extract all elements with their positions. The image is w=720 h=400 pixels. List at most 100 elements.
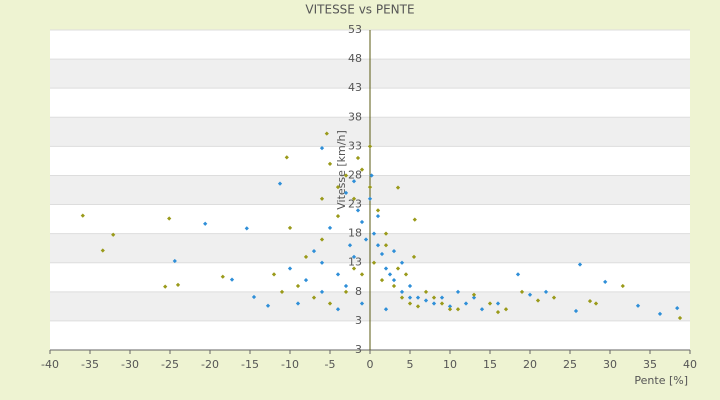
point: [175, 282, 181, 287]
y-tick-label: 23: [348, 198, 362, 211]
point: [80, 213, 85, 218]
y-tick-label: 13: [348, 256, 362, 269]
y-tick-label: 3: [355, 314, 362, 327]
x-tick-label: -35: [81, 358, 99, 371]
y-tick-label: 8: [355, 285, 362, 298]
point: [423, 298, 429, 303]
point: [415, 304, 421, 309]
point: [335, 214, 341, 219]
x-tick-label: 0: [367, 358, 374, 371]
point: [347, 243, 353, 248]
point: [163, 284, 168, 289]
point: [271, 272, 277, 277]
x-tick-label: 25: [563, 358, 577, 371]
x-tick-label: 30: [603, 358, 617, 371]
point: [603, 279, 608, 285]
point: [431, 301, 437, 306]
point: [277, 181, 283, 186]
point: [343, 289, 349, 294]
point: [439, 295, 445, 300]
x-tick-label: -20: [201, 358, 219, 371]
point: [220, 274, 225, 279]
y-tick-label: 33: [348, 139, 362, 152]
point: [369, 173, 374, 178]
point: [279, 289, 285, 294]
point: [620, 283, 625, 289]
point: [203, 221, 208, 226]
point: [487, 301, 493, 306]
point: [359, 301, 365, 306]
point: [379, 278, 385, 283]
point: [343, 190, 349, 196]
point: [295, 283, 301, 289]
point: [287, 225, 293, 230]
x-tick-label: 35: [643, 358, 657, 371]
point: [657, 311, 663, 317]
x-tick-label: -10: [281, 358, 299, 371]
point: [319, 260, 325, 265]
point: [359, 167, 365, 172]
point: [335, 184, 341, 190]
point: [675, 305, 680, 311]
point: [324, 131, 329, 136]
point: [284, 155, 289, 160]
x-axis-title: Pente [%]: [634, 374, 688, 387]
point: [351, 196, 357, 201]
point: [415, 295, 421, 300]
point: [387, 272, 393, 277]
point: [412, 217, 417, 222]
point: [167, 216, 172, 221]
y-tick-label: 38: [348, 110, 362, 123]
point: [403, 272, 409, 277]
chart-title: VITESSE vs PENTE: [305, 3, 414, 17]
point: [319, 145, 325, 151]
point: [265, 303, 271, 308]
point: [391, 283, 397, 289]
point: [375, 214, 381, 219]
point: [319, 289, 325, 294]
point: [515, 272, 521, 277]
point: [367, 196, 373, 201]
x-tick-label: 40: [683, 358, 697, 371]
y-tick-label: 53: [348, 23, 362, 36]
point: [355, 155, 361, 161]
point: [359, 272, 365, 277]
x-tick-label: -25: [161, 358, 179, 371]
y-axis-title: Vitesse [km/h]: [335, 130, 348, 210]
point: [287, 266, 293, 271]
point: [543, 289, 549, 294]
point: [367, 184, 373, 190]
point: [431, 295, 437, 300]
point: [535, 298, 541, 303]
point: [391, 248, 397, 254]
point: [343, 283, 349, 289]
point: [519, 289, 525, 294]
point: [391, 278, 397, 283]
point: [335, 307, 341, 312]
point: [172, 258, 177, 264]
point: [311, 295, 317, 300]
point: [495, 301, 501, 306]
point: [351, 254, 357, 260]
point: [587, 299, 593, 304]
point: [395, 266, 401, 271]
point: [379, 251, 385, 257]
point: [351, 179, 357, 184]
x-tick-label: -40: [41, 358, 59, 371]
point: [363, 237, 369, 242]
point: [351, 266, 357, 271]
point: [471, 295, 477, 300]
x-tick-label: 20: [523, 358, 537, 371]
point: [100, 248, 105, 253]
y-tick-label: 28: [348, 168, 362, 181]
y-tick-label: 18: [348, 227, 362, 240]
point: [395, 185, 401, 190]
point: [577, 262, 583, 267]
point: [407, 301, 413, 306]
point: [677, 315, 683, 321]
point: [295, 301, 301, 306]
point: [593, 301, 599, 306]
point: [327, 225, 333, 230]
point: [383, 307, 389, 312]
